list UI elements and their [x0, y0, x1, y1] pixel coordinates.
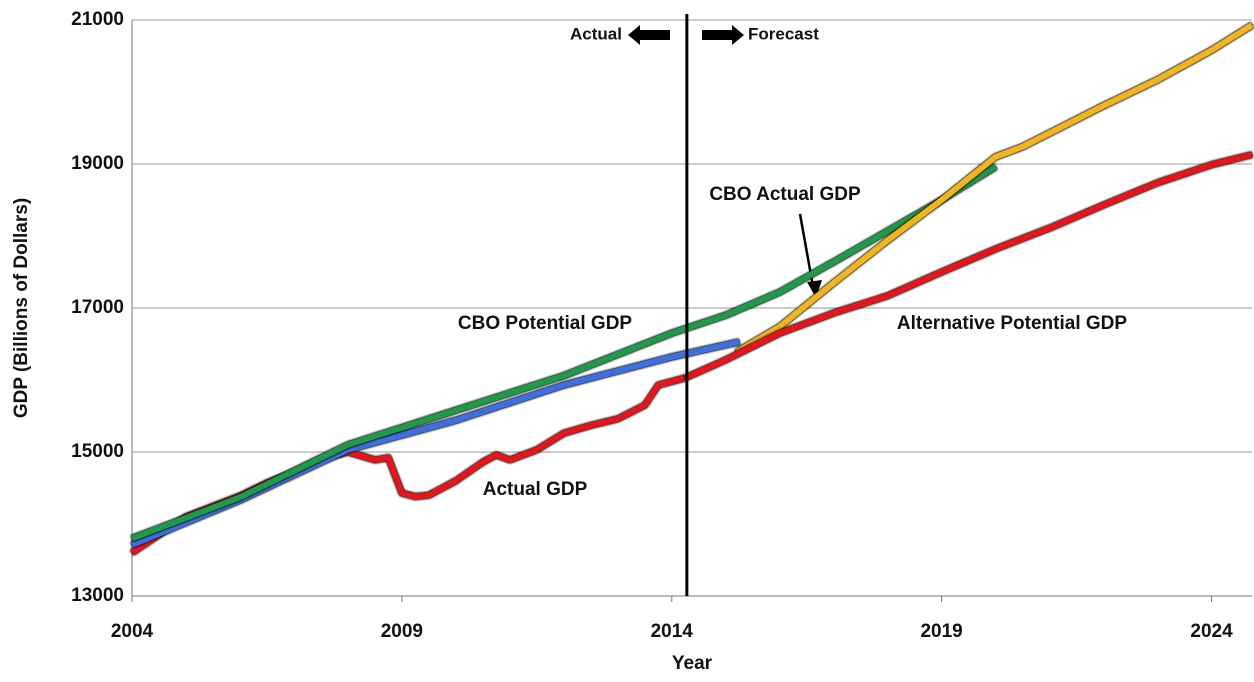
series-line — [130, 338, 740, 548]
left-arrow — [628, 25, 670, 45]
x-tick-label: 2004 — [111, 621, 154, 642]
annotation: Forecast — [748, 24, 819, 43]
y-tick-label: 13000 — [71, 585, 124, 606]
series-label: CBO Potential GDP — [458, 313, 633, 334]
right-arrow — [702, 25, 744, 45]
y-tick-label: 19000 — [71, 153, 124, 174]
x-tick-label: 2019 — [920, 621, 962, 642]
series-line — [684, 151, 1253, 381]
x-tick-label: 2009 — [381, 621, 423, 642]
y-tick-label: 17000 — [71, 297, 124, 318]
series-label: Actual GDP — [483, 479, 588, 500]
y-tick-label: 21000 — [71, 9, 124, 30]
annotation: Actual — [570, 24, 622, 43]
pointer — [798, 213, 816, 293]
series-line — [130, 374, 687, 556]
x-tick-label: 2014 — [651, 621, 694, 642]
pointer-head — [807, 280, 822, 298]
series-line — [735, 22, 1254, 355]
y-axis-title: GDP (Billions of Dollars) — [11, 198, 32, 418]
series-label: Alternative Potential GDP — [897, 313, 1127, 334]
y-tick-label: 15000 — [71, 441, 124, 462]
x-axis-title: Year — [672, 653, 713, 674]
series-label: CBO Actual GDP — [709, 184, 861, 205]
x-tick-label: 2024 — [1190, 621, 1233, 642]
series-line — [130, 164, 998, 542]
